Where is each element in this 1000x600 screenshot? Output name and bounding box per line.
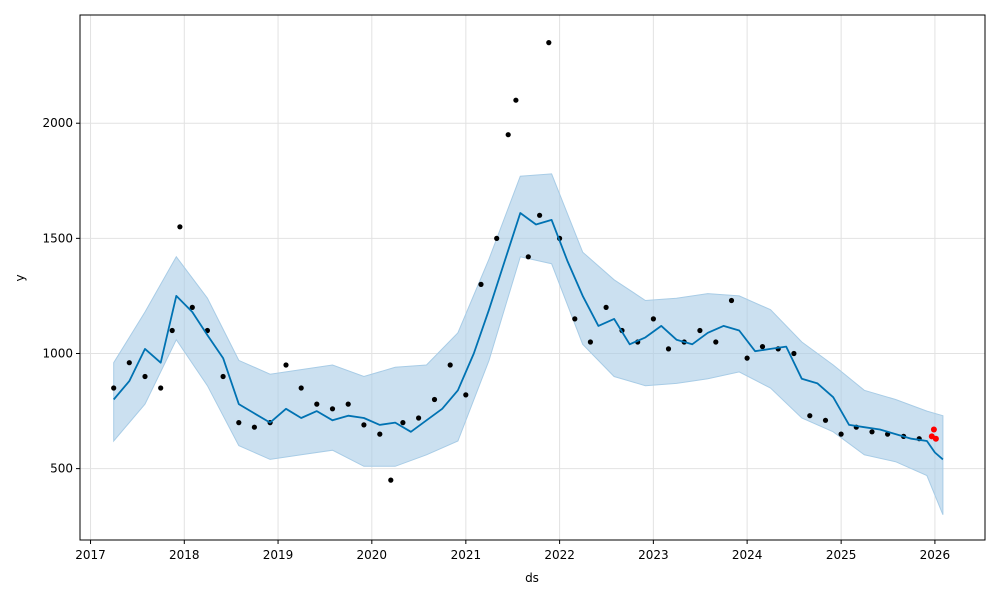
- actual-point: [505, 132, 511, 138]
- x-axis-label: ds: [525, 571, 539, 585]
- actual-point: [572, 316, 578, 322]
- actual-point: [822, 417, 829, 423]
- actual-point: [603, 304, 609, 310]
- actual-point: [463, 392, 469, 398]
- actual-point: [236, 420, 242, 426]
- actual-point: [838, 431, 844, 437]
- actual-point: [177, 224, 183, 230]
- actual-point: [298, 385, 304, 391]
- y-tick-label: 500: [50, 462, 73, 476]
- actual-point: [345, 401, 351, 407]
- x-axis: 2017 2018 2019 2020 2021 2022 2023 2024 2025 2026: [75, 540, 950, 562]
- plot-frame: [79, 14, 986, 541]
- actual-point: [400, 420, 406, 426]
- x-tick-label: 2025: [826, 548, 857, 562]
- x-tick-label: 2017: [75, 548, 106, 562]
- actual-point: [494, 235, 500, 241]
- actual-point: [220, 373, 226, 380]
- actual-point: [251, 424, 257, 430]
- grid-lines: [80, 15, 985, 540]
- actual-point: [283, 362, 289, 368]
- actual-point: [869, 429, 875, 435]
- uncertainty-band: [113, 173, 944, 515]
- x-tick-label: 2024: [732, 548, 763, 562]
- actual-point: [377, 431, 383, 437]
- actual-point: [791, 350, 797, 357]
- actual-point: [697, 327, 703, 334]
- actual-point: [142, 373, 148, 380]
- actual-point: [189, 304, 195, 310]
- uncertainty-area: [113, 173, 944, 515]
- actual-point: [525, 254, 531, 260]
- actual-point: [158, 385, 164, 391]
- recent-point: [932, 435, 939, 442]
- actual-point: [478, 281, 484, 287]
- forecast-line: [113, 212, 944, 461]
- actual-point: [447, 362, 453, 368]
- actual-point: [546, 40, 552, 46]
- recent-points: [928, 426, 939, 442]
- y-axis-label: y: [13, 274, 27, 281]
- forecast-series-line: [113, 212, 944, 461]
- y-axis: 500 1000 1500 2000: [42, 116, 80, 476]
- x-tick-label: 2022: [544, 548, 575, 562]
- actual-point: [314, 401, 320, 407]
- actual-point: [513, 97, 519, 103]
- recent-point: [930, 426, 937, 433]
- actual-point: [431, 396, 438, 403]
- actual-point: [537, 212, 543, 218]
- x-tick-label: 2018: [169, 548, 200, 562]
- actual-point: [713, 339, 719, 345]
- x-tick-label: 2019: [263, 548, 294, 562]
- actual-point: [361, 422, 367, 428]
- actual-point: [728, 297, 735, 304]
- y-tick-label: 2000: [42, 116, 73, 130]
- x-tick-label: 2026: [920, 548, 951, 562]
- x-tick-label: 2021: [451, 548, 482, 562]
- actual-point: [416, 415, 422, 421]
- x-tick-label: 2020: [357, 548, 388, 562]
- actual-point: [126, 360, 132, 366]
- actual-point: [650, 316, 657, 322]
- actual-point: [744, 355, 750, 361]
- actual-point: [807, 413, 813, 419]
- x-tick-label: 2023: [638, 548, 669, 562]
- y-tick-label: 1500: [42, 231, 73, 245]
- actual-point: [759, 344, 766, 350]
- y-tick-label: 1000: [42, 346, 73, 360]
- actual-point: [169, 327, 175, 334]
- actual-point: [665, 346, 672, 352]
- actual-point: [388, 477, 394, 483]
- actual-point: [587, 339, 594, 345]
- actual-point: [111, 385, 117, 391]
- actual-point: [329, 406, 336, 412]
